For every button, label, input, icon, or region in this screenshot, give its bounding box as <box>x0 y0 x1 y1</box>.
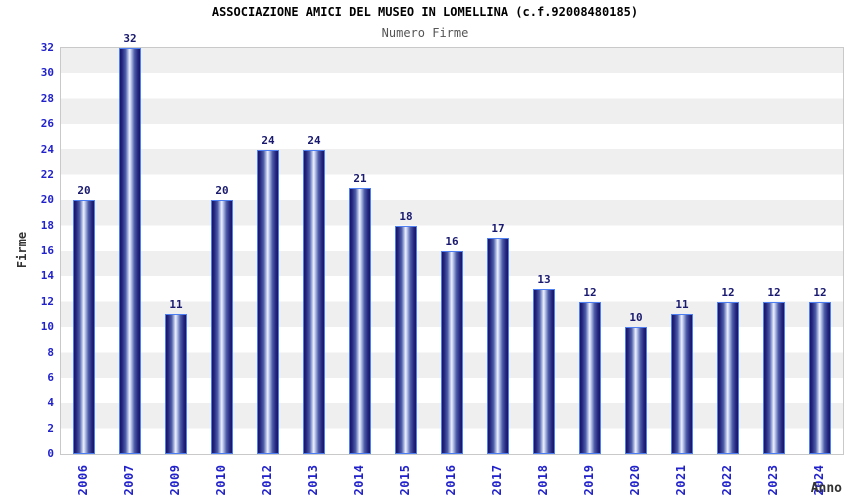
bar-2015 <box>395 225 417 454</box>
x-tick-label-2022: 2022 <box>720 464 734 496</box>
y-tick-label: 30 <box>40 66 54 80</box>
y-tick-label: 0 <box>47 447 54 460</box>
x-tick-label-2018: 2018 <box>536 464 550 496</box>
bar-value-label: 32 <box>123 32 137 45</box>
bar-2020 <box>625 327 647 454</box>
bar-value-label: 16 <box>445 235 459 248</box>
x-tick-label-2016: 2016 <box>444 464 458 496</box>
bar-2021 <box>671 314 693 454</box>
bar-value-label: 12 <box>721 285 735 299</box>
bar-value-label: 20 <box>77 184 91 198</box>
x-axis-title: Anno <box>810 481 842 496</box>
chart-subtitle: Numero Firme <box>381 26 469 40</box>
bar-2007 <box>119 48 141 454</box>
bar-value-label: 17 <box>491 222 505 236</box>
bar-value-label: 20 <box>215 184 229 198</box>
bar-2013 <box>303 149 325 454</box>
y-tick-label: 14 <box>40 269 54 283</box>
y-tick-label: 10 <box>40 320 54 334</box>
y-tick-label: 8 <box>47 345 54 359</box>
bar-value-label: 12 <box>583 285 597 299</box>
x-tick-label-2019: 2019 <box>582 464 596 496</box>
bar-2009 <box>165 314 187 454</box>
x-tick-label-2014: 2014 <box>352 464 366 496</box>
x-tick-label-2013: 2013 <box>306 464 320 496</box>
bar-2016 <box>441 251 463 454</box>
bar-2023 <box>763 301 785 454</box>
y-tick-label: 20 <box>40 193 54 207</box>
y-tick-label: 26 <box>40 117 54 131</box>
x-tick-label-2007: 2007 <box>122 464 136 496</box>
x-tick-label-2020: 2020 <box>628 464 642 496</box>
plot-area: 20 32 11 20 24 24 21 18 16 17 13 12 10 11 12 12 12 <box>60 32 844 455</box>
y-tick-label: 16 <box>40 244 54 257</box>
y-tick-label: 4 <box>47 396 54 410</box>
x-tick-label-2021: 2021 <box>674 464 688 496</box>
bar-value-label: 21 <box>353 171 367 185</box>
bar-value-label: 12 <box>767 285 781 299</box>
y-tick-label: 2 <box>47 421 54 435</box>
y-tick-label: 28 <box>40 91 54 105</box>
bar-2006 <box>73 200 95 454</box>
bar-2024 <box>809 301 831 454</box>
bar-2019 <box>579 301 601 454</box>
bar-2014 <box>349 187 371 454</box>
bar-value-label: 10 <box>629 311 643 325</box>
bar-2010 <box>211 200 233 454</box>
y-tick-label: 22 <box>40 167 54 181</box>
bar-2018 <box>533 289 555 454</box>
x-tick-label-2015: 2015 <box>398 464 412 496</box>
y-tick-label: 18 <box>40 218 54 232</box>
bar-value-label: 24 <box>307 133 321 147</box>
chart-title: ASSOCIAZIONE AMICI DEL MUSEO IN LOMELLIN… <box>211 5 639 19</box>
x-tick-label-2009: 2009 <box>168 464 182 496</box>
x-tick-label-2012: 2012 <box>260 464 274 496</box>
bar-value-label: 12 <box>813 285 827 299</box>
x-tick-label-2023: 2023 <box>766 464 780 496</box>
x-tick-label-2010: 2010 <box>214 464 228 496</box>
bar-value-label: 24 <box>261 133 275 147</box>
bar-2022 <box>717 301 739 454</box>
bar-value-label: 11 <box>169 298 183 312</box>
y-tick-label: 24 <box>40 142 54 156</box>
y-tick-label: 12 <box>40 294 54 308</box>
x-tick-label-2017: 2017 <box>490 464 504 496</box>
x-tick-label-2006: 2006 <box>76 464 90 496</box>
bar-value-label: 18 <box>399 209 413 223</box>
bar-2017 <box>487 238 509 454</box>
y-tick-label: 6 <box>47 370 54 384</box>
bar-value-label: 13 <box>537 273 551 287</box>
bar-value-label: 11 <box>675 298 689 312</box>
y-tick-label: 32 <box>40 41 54 54</box>
bar-2012 <box>257 149 279 454</box>
